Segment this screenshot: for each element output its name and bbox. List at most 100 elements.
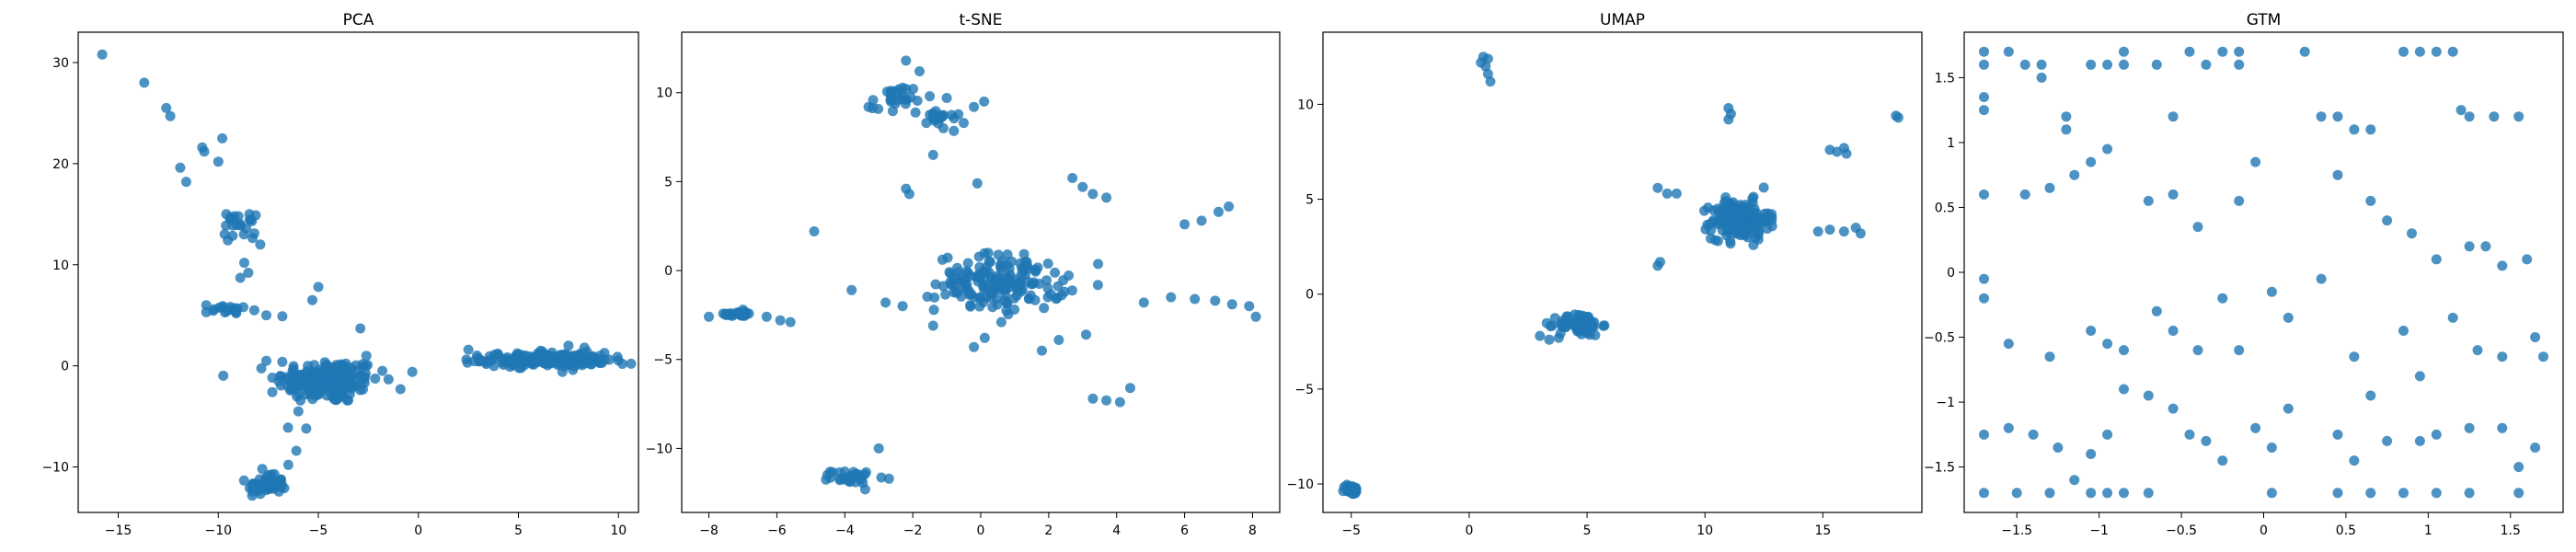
scatter-point [809, 226, 820, 236]
scatter-point [2003, 339, 2014, 350]
scatter-point [1138, 297, 1149, 308]
scatter-point [761, 311, 772, 322]
y-tick-label: −1 [1936, 396, 1955, 410]
scatter-point [945, 268, 956, 279]
scatter-point [903, 189, 914, 200]
scatter-point [1053, 335, 1064, 345]
scatter-point [1824, 224, 1835, 236]
scatter-point [992, 299, 1003, 310]
scatter-point [2234, 46, 2245, 57]
scatter-point [738, 305, 748, 316]
scatter-point [887, 106, 898, 117]
scatter-point [2332, 488, 2343, 499]
scatter-point [1064, 270, 1075, 281]
y-tick-label: 10 [656, 86, 673, 101]
scatter-point [293, 370, 304, 380]
scatter-point [785, 316, 796, 328]
y-tick-label: 5 [664, 175, 673, 190]
scatter-point [2168, 403, 2179, 414]
y-tick-label: 10 [1297, 98, 1314, 112]
scatter-point [351, 360, 362, 371]
scatter-point [949, 113, 960, 124]
scatter-point [238, 302, 248, 313]
scatter-point [2019, 189, 2030, 200]
y-tick-label: −0.5 [1924, 331, 1955, 346]
scatter-point [1753, 224, 1764, 236]
scatter-point [1042, 292, 1053, 303]
scatter-point [461, 354, 472, 365]
x-tick-label: 8 [1248, 523, 1257, 538]
scatter-point [2365, 195, 2376, 206]
scatter-point [293, 406, 304, 417]
scatter-point [2250, 156, 2261, 167]
scatter-point [321, 359, 332, 370]
scatter-point [2143, 390, 2154, 401]
scatter-point [972, 178, 983, 189]
points-group [1338, 52, 1903, 500]
scatter-point [227, 220, 238, 231]
scatter-point [1758, 182, 1769, 193]
scatter-point [335, 359, 346, 370]
scatter-point [927, 320, 938, 331]
x-tick-label: −15 [105, 523, 132, 538]
scatter-point [2119, 46, 2129, 57]
scatter-point [2003, 46, 2014, 57]
scatter-point [1599, 320, 1610, 331]
scatter-point [339, 390, 349, 401]
scatter-point [2283, 312, 2294, 323]
y-tick-label: −5 [653, 353, 673, 368]
axes-frame [1963, 31, 2564, 513]
scatter-point [959, 118, 969, 129]
scatter-point [2119, 345, 2129, 356]
scatter-point [599, 354, 610, 365]
scatter-point [2044, 488, 2055, 499]
scatter-point [922, 292, 933, 302]
scatter-point [1567, 319, 1578, 330]
scatter-point [974, 301, 985, 312]
scatter-point [2019, 59, 2030, 70]
x-tick-label: −6 [767, 523, 787, 538]
scatter-point [275, 371, 286, 382]
scatter-point [1250, 311, 1261, 322]
x-tick-label: 0 [414, 523, 422, 538]
x-tick-label: 2 [1044, 523, 1052, 538]
scatter-point [2168, 189, 2179, 200]
scatter-point [979, 96, 990, 107]
scatter-point [279, 483, 290, 494]
scatter-point [2168, 111, 2179, 122]
scatter-point [2538, 351, 2548, 362]
scatter-point [213, 156, 224, 167]
scatter-point [612, 351, 623, 362]
scatter-point [355, 323, 366, 334]
x-tick-label: −1.5 [2001, 523, 2032, 538]
scatter-point [361, 351, 372, 362]
scatter-point [1703, 202, 1713, 213]
scatter-point [267, 386, 278, 397]
scatter-point [557, 366, 568, 377]
scatter-point [1101, 395, 1112, 406]
scatter-point [515, 350, 526, 361]
scatter-point [238, 475, 249, 486]
scatter-point [165, 110, 176, 121]
scatter-point [180, 177, 191, 188]
scatter-point [243, 268, 254, 278]
scatter-point [307, 394, 318, 405]
scatter-point [287, 383, 298, 394]
y-tick-label: 10 [52, 259, 69, 273]
scatter-point [880, 297, 891, 308]
panel-t-sne: −8 −6 −4 −2 0 2 4 6 8 −10 −5 0 5 10 t-SNE [645, 11, 1281, 538]
x-tick-label: 0 [977, 523, 985, 538]
panel-gtm: −1.5 −1 −0.5 0 0.5 1 1.5 −1.5 −1 −0.5 0 0.5 1 1.5 GTM [1924, 11, 2564, 538]
scatter-point [921, 118, 932, 129]
scatter-point [1029, 294, 1041, 305]
scatter-point [873, 443, 884, 454]
scatter-point [1042, 259, 1053, 269]
y-tick-label: 0 [61, 360, 69, 374]
scatter-point [568, 364, 579, 375]
scatter-point [2455, 105, 2467, 116]
scatter-point [1087, 189, 1098, 200]
y-tick-label: 30 [52, 56, 69, 71]
scatter-point [1003, 309, 1014, 320]
scatter-point [325, 378, 336, 389]
scatter-point [1344, 486, 1355, 497]
